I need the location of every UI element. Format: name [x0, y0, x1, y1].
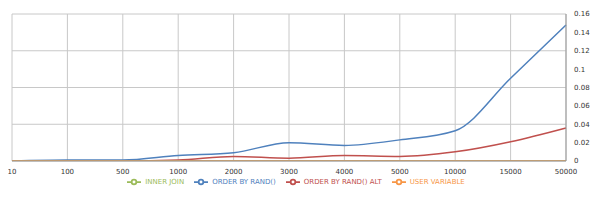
html-text:ORDER BY RAND() ALT: ORDER BY RAND() ALT: [303, 177, 382, 186]
svg-text:0.16: 0.16: [574, 10, 590, 18]
svg-text:100: 100: [61, 168, 74, 176]
svg-text:0.06: 0.06: [574, 102, 590, 110]
svg-text:10000: 10000: [444, 168, 466, 176]
svg-text:1000: 1000: [169, 168, 187, 176]
svg-text:50000: 50000: [555, 168, 577, 176]
svg-text:0.02: 0.02: [574, 139, 590, 147]
html-text:INNER JOIN: INNER JOIN: [145, 177, 185, 186]
svg-text:5000: 5000: [391, 168, 409, 176]
svg-text:0.12: 0.12: [574, 47, 590, 55]
svg-text:0.08: 0.08: [574, 84, 590, 92]
svg-text:10: 10: [8, 168, 16, 176]
svg-text:2000: 2000: [225, 168, 243, 176]
html-text:USER VARIABLE: USER VARIABLE: [409, 177, 465, 186]
svg-text:0.1: 0.1: [574, 66, 585, 74]
svg-text:15000: 15000: [499, 168, 521, 176]
svg-text:0: 0: [574, 157, 578, 165]
svg-text:3000: 3000: [280, 168, 298, 176]
svg-text:0.04: 0.04: [574, 121, 590, 129]
html-text:ORDER BY RAND(): ORDER BY RAND(): [212, 177, 276, 186]
svg-text:0.14: 0.14: [574, 29, 590, 37]
svg-text:500: 500: [116, 168, 129, 176]
svg-text:4000: 4000: [335, 168, 353, 176]
